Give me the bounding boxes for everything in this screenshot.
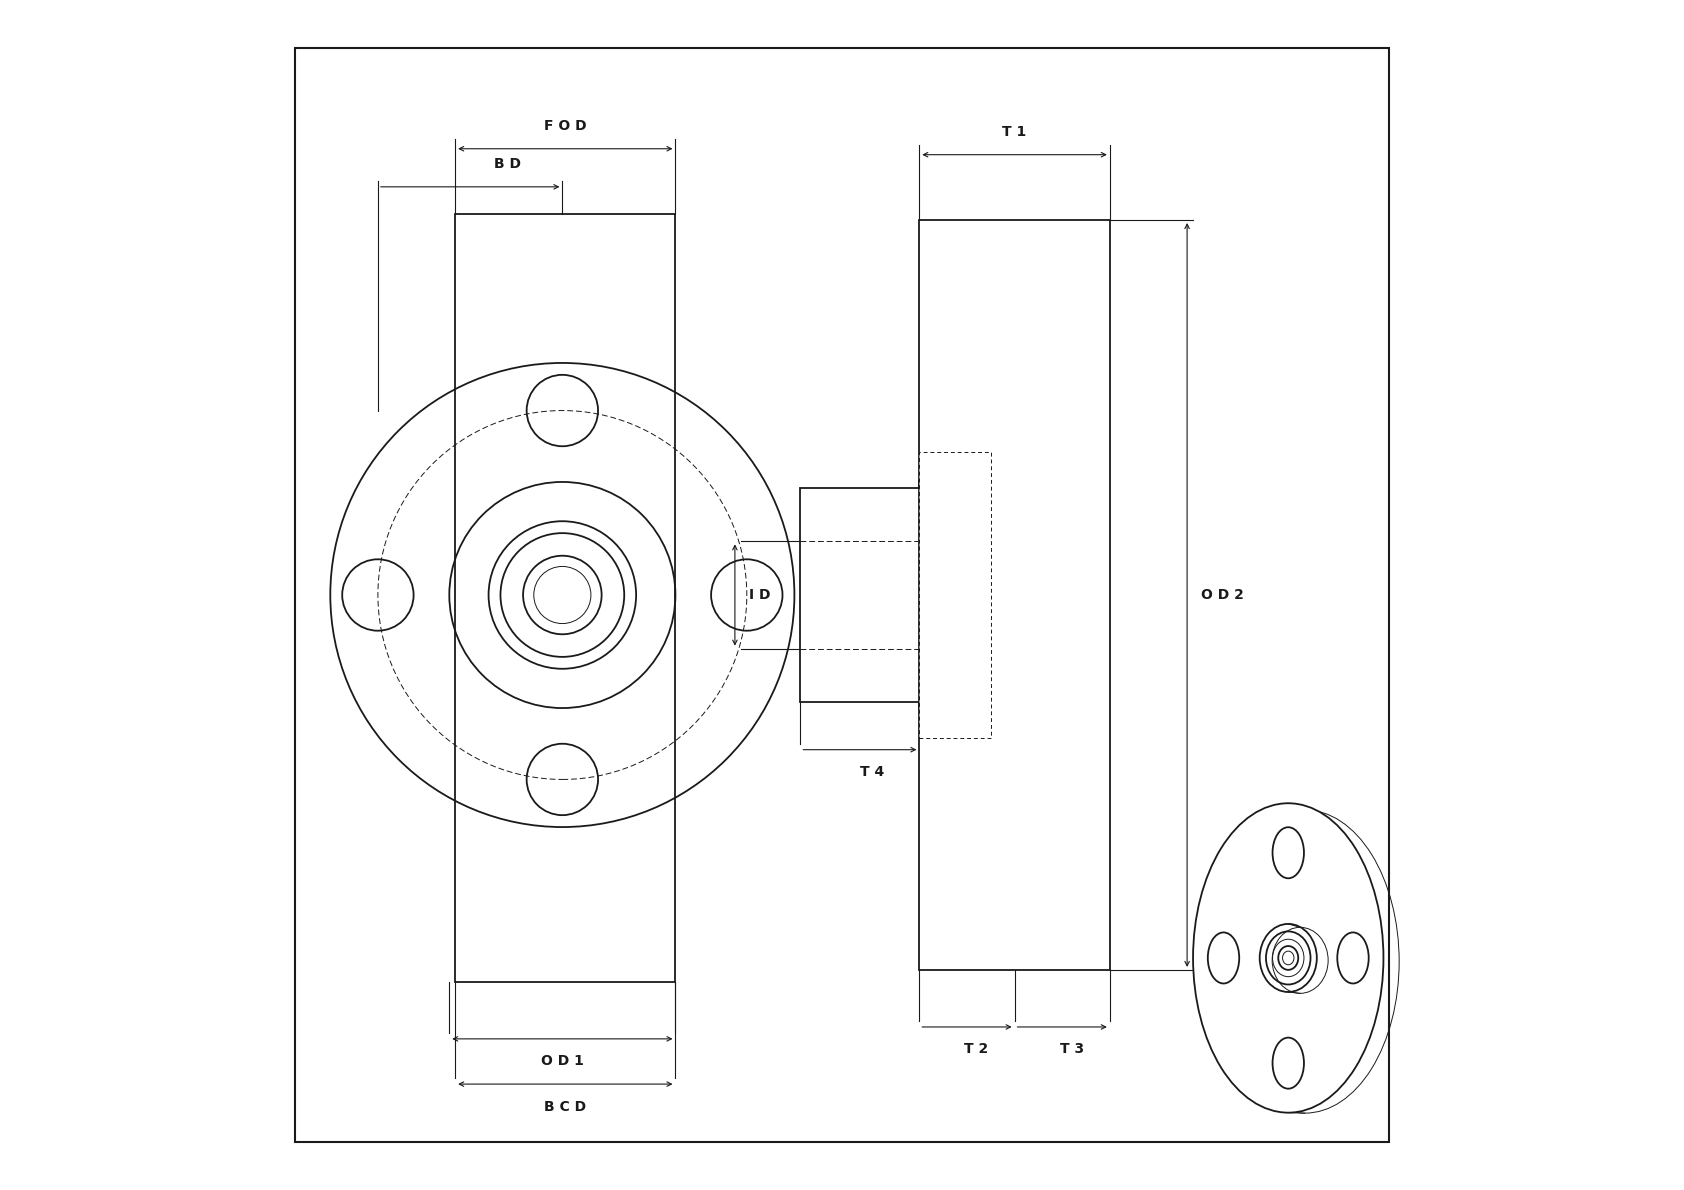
Text: O D 2: O D 2 bbox=[1201, 588, 1244, 602]
Text: T 4: T 4 bbox=[859, 765, 884, 779]
Text: F O D: F O D bbox=[544, 119, 586, 133]
Text: I D: I D bbox=[749, 588, 771, 602]
Ellipse shape bbox=[1207, 933, 1239, 983]
Bar bbox=[455, 214, 675, 982]
Bar bbox=[919, 220, 1110, 970]
Text: T 1: T 1 bbox=[1002, 125, 1027, 139]
Ellipse shape bbox=[1192, 803, 1384, 1113]
Ellipse shape bbox=[1273, 827, 1303, 878]
Ellipse shape bbox=[1273, 1038, 1303, 1089]
Ellipse shape bbox=[1337, 933, 1369, 983]
Text: O D 1: O D 1 bbox=[541, 1054, 584, 1069]
Bar bbox=[919, 452, 990, 738]
Text: T 3: T 3 bbox=[1059, 1042, 1084, 1057]
Text: B C D: B C D bbox=[544, 1100, 586, 1114]
Bar bbox=[800, 488, 919, 702]
Text: B D: B D bbox=[493, 157, 520, 171]
Text: T 2: T 2 bbox=[965, 1042, 989, 1057]
